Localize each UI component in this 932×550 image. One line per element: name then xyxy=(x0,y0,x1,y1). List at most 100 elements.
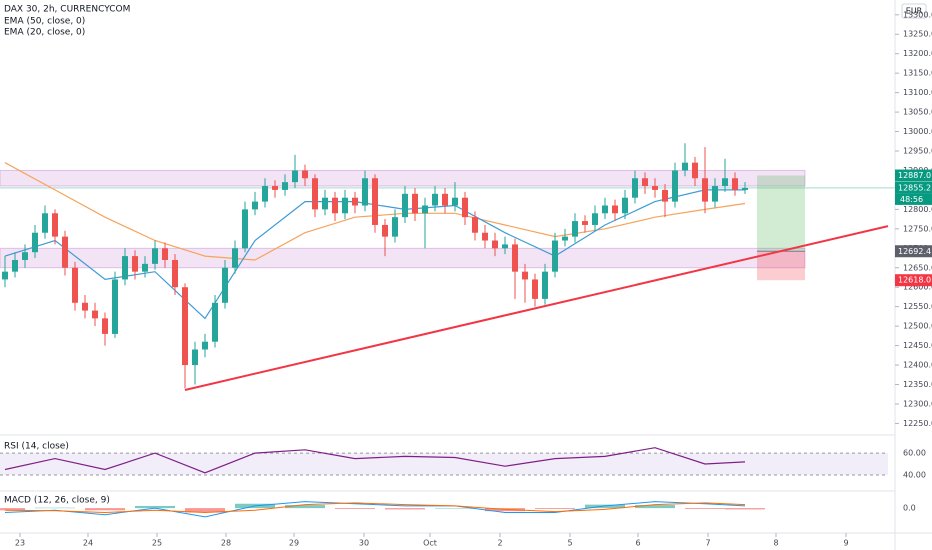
candle-body xyxy=(212,302,218,342)
time-tick-label: 8 xyxy=(773,539,778,548)
time-tick-label: 25 xyxy=(152,539,162,548)
ema-line xyxy=(4,162,746,261)
candle-body xyxy=(712,186,718,202)
macd-signal-line xyxy=(4,502,746,514)
price-tick-label: 13050.0 xyxy=(903,108,932,117)
zone xyxy=(0,169,806,187)
macd-tick-label: 0.0 xyxy=(903,504,916,513)
entry-label-bg xyxy=(895,245,932,258)
time-tick-label: 29 xyxy=(289,539,299,548)
candle-body xyxy=(452,197,458,206)
candle-body xyxy=(682,162,688,171)
last-price-label: 12855.2 xyxy=(898,183,931,192)
price-tick-label: 12500.0 xyxy=(903,322,932,331)
legend-entry: EMA (20, close, 0) xyxy=(4,28,85,38)
time-tick-label: 9 xyxy=(843,539,848,548)
candle-body xyxy=(312,178,318,210)
candle-body xyxy=(102,318,108,334)
price-tick-label: 13300.0 xyxy=(903,10,932,19)
price-tick-label: 13100.0 xyxy=(903,88,932,97)
candle-body xyxy=(542,271,548,299)
price-tick-label: 13000.0 xyxy=(903,127,932,136)
candle-body xyxy=(742,187,748,190)
time-tick-label: 6 xyxy=(635,539,640,548)
candle-body xyxy=(442,193,448,206)
price-tick-label: 12750.0 xyxy=(903,224,932,233)
ema-line xyxy=(4,189,745,320)
price-tick-label: 12400.0 xyxy=(903,361,932,370)
candle-body xyxy=(692,162,698,179)
macd-label: MACD (12, 26, close, 9) xyxy=(4,496,110,506)
time-tick-label: 30 xyxy=(359,539,369,548)
macd-histogram-bar xyxy=(0,508,25,511)
candle-body xyxy=(562,236,568,241)
candle-body xyxy=(182,287,188,366)
candle-body xyxy=(112,279,118,334)
symbol-title: DAX 30, 2h, CURRENCYCOM xyxy=(4,5,130,15)
candle-body xyxy=(172,259,178,288)
price-tick-label: 12250.0 xyxy=(903,419,932,428)
candle-body xyxy=(372,178,378,225)
macd-histogram-bar xyxy=(385,508,425,510)
macd-histogram-bar xyxy=(35,507,75,509)
candle-body xyxy=(152,248,158,264)
candle-body xyxy=(482,232,488,241)
rsi-line xyxy=(4,447,746,474)
stop-label-bg xyxy=(895,274,932,287)
candle-body xyxy=(342,197,348,214)
rsi-band xyxy=(0,453,888,475)
macd-histogram-bar xyxy=(435,508,475,509)
candle-body xyxy=(432,193,438,206)
countdown: 48:56 xyxy=(900,195,923,204)
target-label-bg xyxy=(895,169,932,182)
macd-histogram-bar xyxy=(685,508,725,509)
trendline xyxy=(184,225,889,391)
candle-body xyxy=(652,186,658,190)
time-tick-label: 28 xyxy=(221,539,231,548)
price-tick-label: 12950.0 xyxy=(903,147,932,156)
candle-body xyxy=(142,263,148,272)
candle-body xyxy=(282,182,288,190)
price-tick-label: 12450.0 xyxy=(903,341,932,350)
candle-body xyxy=(72,267,78,303)
candle-body xyxy=(622,197,628,214)
candle-body xyxy=(572,221,578,237)
price-tick-label: 12650.0 xyxy=(903,263,932,272)
price-tick-label: 13150.0 xyxy=(903,69,932,78)
loss-zone xyxy=(757,251,805,281)
candle-body xyxy=(722,178,728,187)
stop-label: 12618.0 xyxy=(898,276,931,285)
candle-body xyxy=(362,178,368,206)
rsi-tick-label: 40.00 xyxy=(903,470,926,479)
candle-body xyxy=(132,256,138,272)
macd-histogram-bar xyxy=(535,508,575,509)
macd-histogram-bar xyxy=(725,508,765,510)
candle-body xyxy=(332,197,338,214)
currency-badge[interactable] xyxy=(901,3,927,19)
price-tick-label: 12550.0 xyxy=(903,302,932,311)
candle-body xyxy=(52,213,58,237)
rsi-tick-label: 60.00 xyxy=(903,449,926,458)
price-tick-label: 12800.0 xyxy=(903,205,932,214)
candle-body xyxy=(662,189,668,202)
macd-histogram-bar xyxy=(635,505,675,509)
price-tick-label: 12600.0 xyxy=(903,283,932,292)
zone xyxy=(0,247,806,269)
candle-body xyxy=(672,170,678,202)
candle-body xyxy=(402,193,408,218)
candle-body xyxy=(462,197,468,218)
candle-body xyxy=(732,178,738,190)
candle-body xyxy=(552,240,558,272)
time-tick-label: 7 xyxy=(705,539,710,548)
candle-body xyxy=(82,302,88,311)
time-tick-label: 5 xyxy=(567,539,572,548)
candle-body xyxy=(492,240,498,249)
entry-label: 12692.4 xyxy=(898,247,931,256)
candle-body xyxy=(592,213,598,225)
candle-body xyxy=(252,201,258,210)
candle-body xyxy=(222,267,228,303)
price-tick-label: 13200.0 xyxy=(903,49,932,58)
candle-body xyxy=(642,178,648,187)
candle-body xyxy=(502,244,508,249)
time-tick-label: Oct xyxy=(423,539,437,548)
